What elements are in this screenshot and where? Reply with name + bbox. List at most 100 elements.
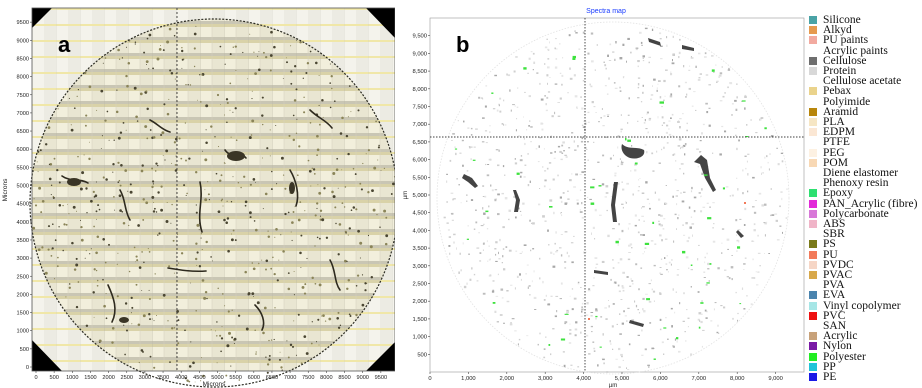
particle [571,308,574,311]
x-axis-label: Microns [203,381,227,388]
particle [490,184,492,187]
particle [764,253,765,254]
speck [115,110,119,114]
particle [469,146,471,149]
particle [659,38,662,40]
speck [37,171,39,173]
particle [615,42,617,43]
particle [765,221,768,224]
speck [77,281,80,283]
particle [587,121,590,123]
particle [622,271,625,274]
legend-swatch [809,373,817,381]
particle [575,173,578,176]
y-tick-label: 6500 [17,129,29,135]
particle [571,132,574,134]
particle [515,250,518,252]
speck [205,104,209,108]
particle [644,251,645,253]
particle [516,106,519,108]
polyester-particle [764,127,767,130]
polymer-legend: Silicone Alkyd PU paints Acrylic paints Cell… [808,14,922,388]
speck [268,339,270,342]
particle [488,259,491,261]
particle [559,43,561,45]
speck [369,245,373,249]
particle [674,213,677,216]
speck [290,231,292,233]
y-tick-label: 6000 [17,147,29,153]
particle [513,195,516,198]
speck [360,188,363,191]
speck [50,184,53,187]
particle [542,166,544,168]
particle [560,282,563,285]
particle [618,366,621,369]
particle [764,156,766,159]
particle [736,147,738,151]
polyester-particle [700,302,704,304]
speck [177,262,180,264]
particle [538,203,541,206]
particle [702,123,705,126]
polyester-particle [682,250,686,254]
speck [233,337,237,341]
map-title: Spectra map [586,8,626,15]
particle [482,207,484,210]
particle [642,60,645,62]
particle [494,198,497,202]
particle [446,222,449,224]
particle [744,155,747,157]
speck [230,136,232,138]
legend-swatch [809,128,817,137]
particle [581,308,584,311]
polyester-particle [706,282,710,284]
speck [142,314,146,318]
speck [217,210,221,214]
particle [608,60,612,61]
particle [553,211,555,215]
speck [378,144,380,147]
particle [530,141,532,143]
particle [473,273,476,276]
particle [683,191,686,193]
speck [229,53,232,56]
speck [231,309,233,311]
particle [628,97,630,100]
speck [75,210,78,212]
legend-item: EVA [808,289,845,301]
speck [125,74,128,78]
legend-item: PTFE [808,136,850,148]
particle [560,200,563,203]
particle [592,285,595,287]
particle [602,125,605,127]
speck [245,327,249,331]
speck [294,65,297,68]
particle [635,47,639,49]
legend-item: Epoxy [808,187,853,199]
particle [520,171,523,174]
particle [567,190,569,192]
particle [663,218,666,220]
speck [287,272,290,274]
particle [627,258,631,261]
polyester-particle [644,242,650,245]
panel-label-b: b [456,32,469,57]
particle [580,287,582,288]
particle [573,74,576,77]
legend-label: PS [823,238,836,251]
particle [661,124,663,126]
polyester-particle [652,221,655,224]
y-tick-label: 2000 [17,292,29,298]
particle [672,195,674,198]
particle [527,286,529,289]
particle [524,91,526,93]
speck [121,210,124,213]
particle [502,255,504,258]
speck [295,132,298,134]
speck [149,129,152,131]
y-axis-label: µm [403,191,409,199]
particle [528,285,531,287]
particle [587,289,591,292]
particle [612,348,614,350]
